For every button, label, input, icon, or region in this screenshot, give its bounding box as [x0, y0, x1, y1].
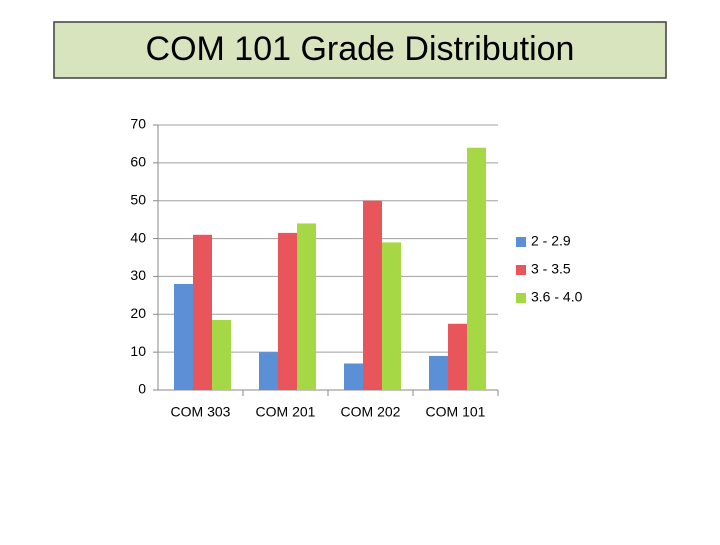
- y-tick-label: 10: [130, 343, 146, 359]
- bar: [448, 323, 467, 390]
- y-tick-label: 20: [130, 305, 146, 321]
- legend-label: 3 - 3.5: [531, 261, 571, 277]
- bar: [467, 147, 486, 390]
- legend-swatch: [516, 293, 526, 303]
- bar: [297, 223, 316, 390]
- x-tick-label: COM 201: [256, 404, 316, 420]
- chart-title: COM 101 Grade Distribution: [146, 30, 575, 68]
- y-tick-label: 40: [130, 229, 146, 245]
- legend-label: 3.6 - 4.0: [531, 289, 583, 305]
- bar: [212, 319, 231, 390]
- bar: [429, 355, 448, 390]
- y-tick-label: 30: [130, 267, 146, 283]
- y-tick-label: 70: [130, 116, 146, 132]
- y-tick-label: 0: [138, 381, 146, 397]
- bar: [193, 234, 212, 390]
- x-tick-label: COM 303: [171, 404, 231, 420]
- legend-swatch: [516, 265, 526, 275]
- legend-label: 2 - 2.9: [531, 233, 571, 249]
- bar: [363, 200, 382, 390]
- y-tick-label: 60: [130, 154, 146, 170]
- y-tick-label: 50: [130, 191, 146, 207]
- bar: [382, 242, 401, 390]
- x-tick-label: COM 101: [426, 404, 486, 420]
- bar: [259, 352, 278, 390]
- title-box: [53, 21, 667, 79]
- legend-swatch: [516, 237, 526, 247]
- x-tick-label: COM 202: [341, 404, 401, 420]
- bar: [278, 232, 297, 390]
- bar: [174, 284, 193, 390]
- bar: [344, 363, 363, 390]
